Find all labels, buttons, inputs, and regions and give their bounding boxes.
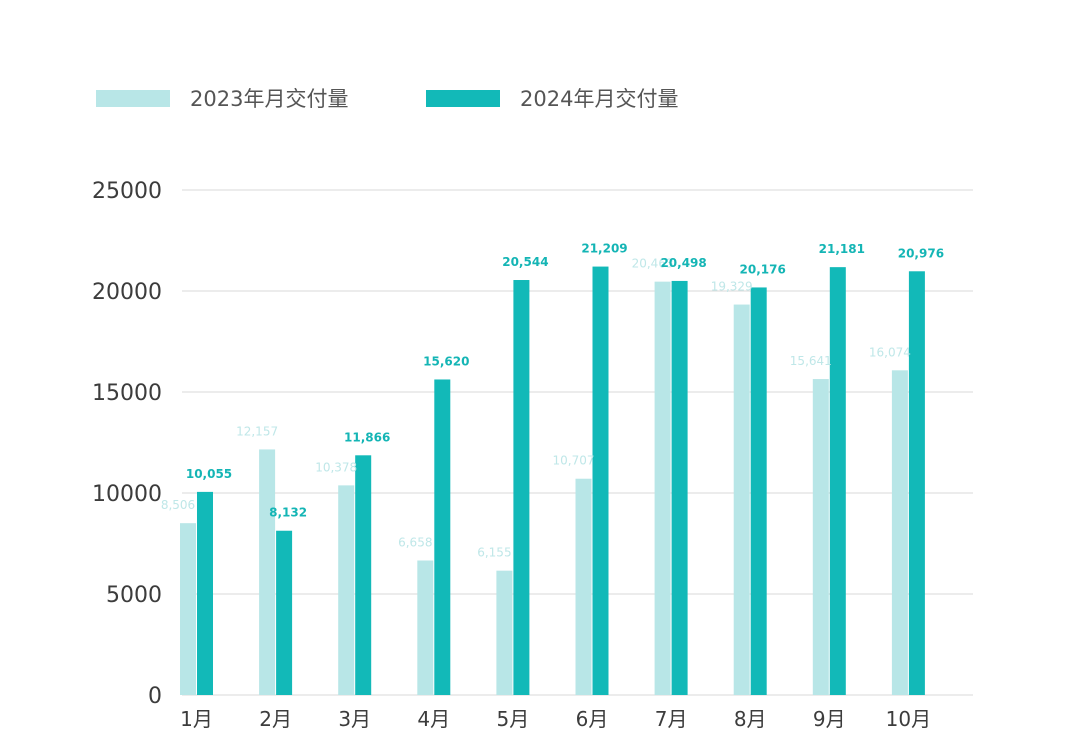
x-tick-label: 4月 [417, 707, 450, 731]
legend-label-2023: 2023年月交付量 [190, 87, 348, 111]
legend-swatch-2023 [96, 90, 170, 107]
data-label-2023: 8,506 [161, 498, 195, 512]
bar-2024-5 [513, 280, 530, 695]
x-tick-label: 8月 [734, 707, 767, 731]
data-labels: 8,506 10,055 12,157 8,132 10,378 11,866 6,658 1… [161, 242, 944, 560]
bar-2024-2 [276, 530, 293, 695]
data-label-2023: 19,329 [711, 280, 753, 294]
bar-2024-7 [671, 280, 688, 695]
bar-2024-9 [829, 267, 846, 695]
data-label-2024: 21,181 [819, 242, 865, 256]
bar-2024-8 [750, 287, 767, 695]
data-label-2024: 20,498 [660, 256, 706, 270]
data-label-2024: 20,976 [898, 246, 944, 260]
bar-2023-6 [575, 478, 592, 695]
bar-2023-4 [417, 560, 434, 695]
x-tick-label: 9月 [813, 707, 846, 731]
data-label-2023: 6,155 [477, 546, 511, 560]
bar-2023-9 [812, 379, 829, 695]
bar-2023-8 [733, 304, 750, 695]
data-label-2023: 15,641 [790, 354, 832, 368]
data-label-2024: 8,132 [269, 506, 307, 520]
x-tick-label: 2月 [259, 707, 292, 731]
y-tick-label: 20000 [92, 280, 162, 305]
data-label-2024: 11,866 [344, 430, 390, 444]
bar-2023-5 [496, 570, 513, 695]
bar-2023-2 [259, 449, 276, 695]
bar-2023-3 [338, 485, 355, 695]
data-label-2023: 12,157 [236, 424, 278, 438]
bar-2023-1 [180, 523, 196, 695]
y-tick-label: 10000 [92, 482, 162, 507]
bars [180, 266, 925, 695]
bar-2024-4 [434, 379, 451, 695]
bar-2024-3 [355, 455, 372, 695]
data-label-2023: 20,463 [632, 257, 674, 271]
y-tick-label: 0 [148, 684, 162, 709]
data-label-2023: 16,074 [869, 345, 911, 359]
data-label-2024: 15,620 [423, 354, 469, 368]
data-label-2023: 6,658 [398, 536, 432, 550]
y-axis: 0 5000 10000 15000 20000 25000 [92, 179, 162, 709]
y-tick-label: 5000 [106, 583, 162, 608]
legend-swatch-2024 [426, 90, 500, 107]
x-tick-label: 10月 [886, 707, 931, 731]
data-label-2024: 20,544 [502, 255, 548, 269]
x-tick-label: 5月 [497, 707, 530, 731]
bar-2023-10 [891, 370, 908, 695]
data-label-2023: 10,707 [553, 454, 595, 468]
bar-2024-10 [908, 271, 925, 695]
x-tick-label: 1月 [180, 707, 213, 731]
x-tick-label: 3月 [338, 707, 371, 731]
data-label-2024: 20,176 [740, 262, 786, 276]
data-label-2024: 21,209 [581, 242, 627, 256]
x-axis: 1月 2月 3月 4月 5月 6月 7月 8月 9月 10月 [180, 707, 931, 731]
x-tick-label: 7月 [655, 707, 688, 731]
bar-2023-7 [654, 281, 671, 695]
data-label-2023: 10,378 [315, 460, 357, 474]
bar-2024-6 [592, 266, 609, 695]
x-tick-label: 6月 [576, 707, 609, 731]
y-tick-label: 15000 [92, 381, 162, 406]
bar-2024-1 [197, 491, 213, 695]
y-tick-label: 25000 [92, 179, 162, 204]
data-label-2024: 10,055 [186, 467, 232, 481]
legend: 2023年月交付量 2024年月交付量 [96, 87, 678, 111]
legend-label-2024: 2024年月交付量 [520, 87, 678, 111]
